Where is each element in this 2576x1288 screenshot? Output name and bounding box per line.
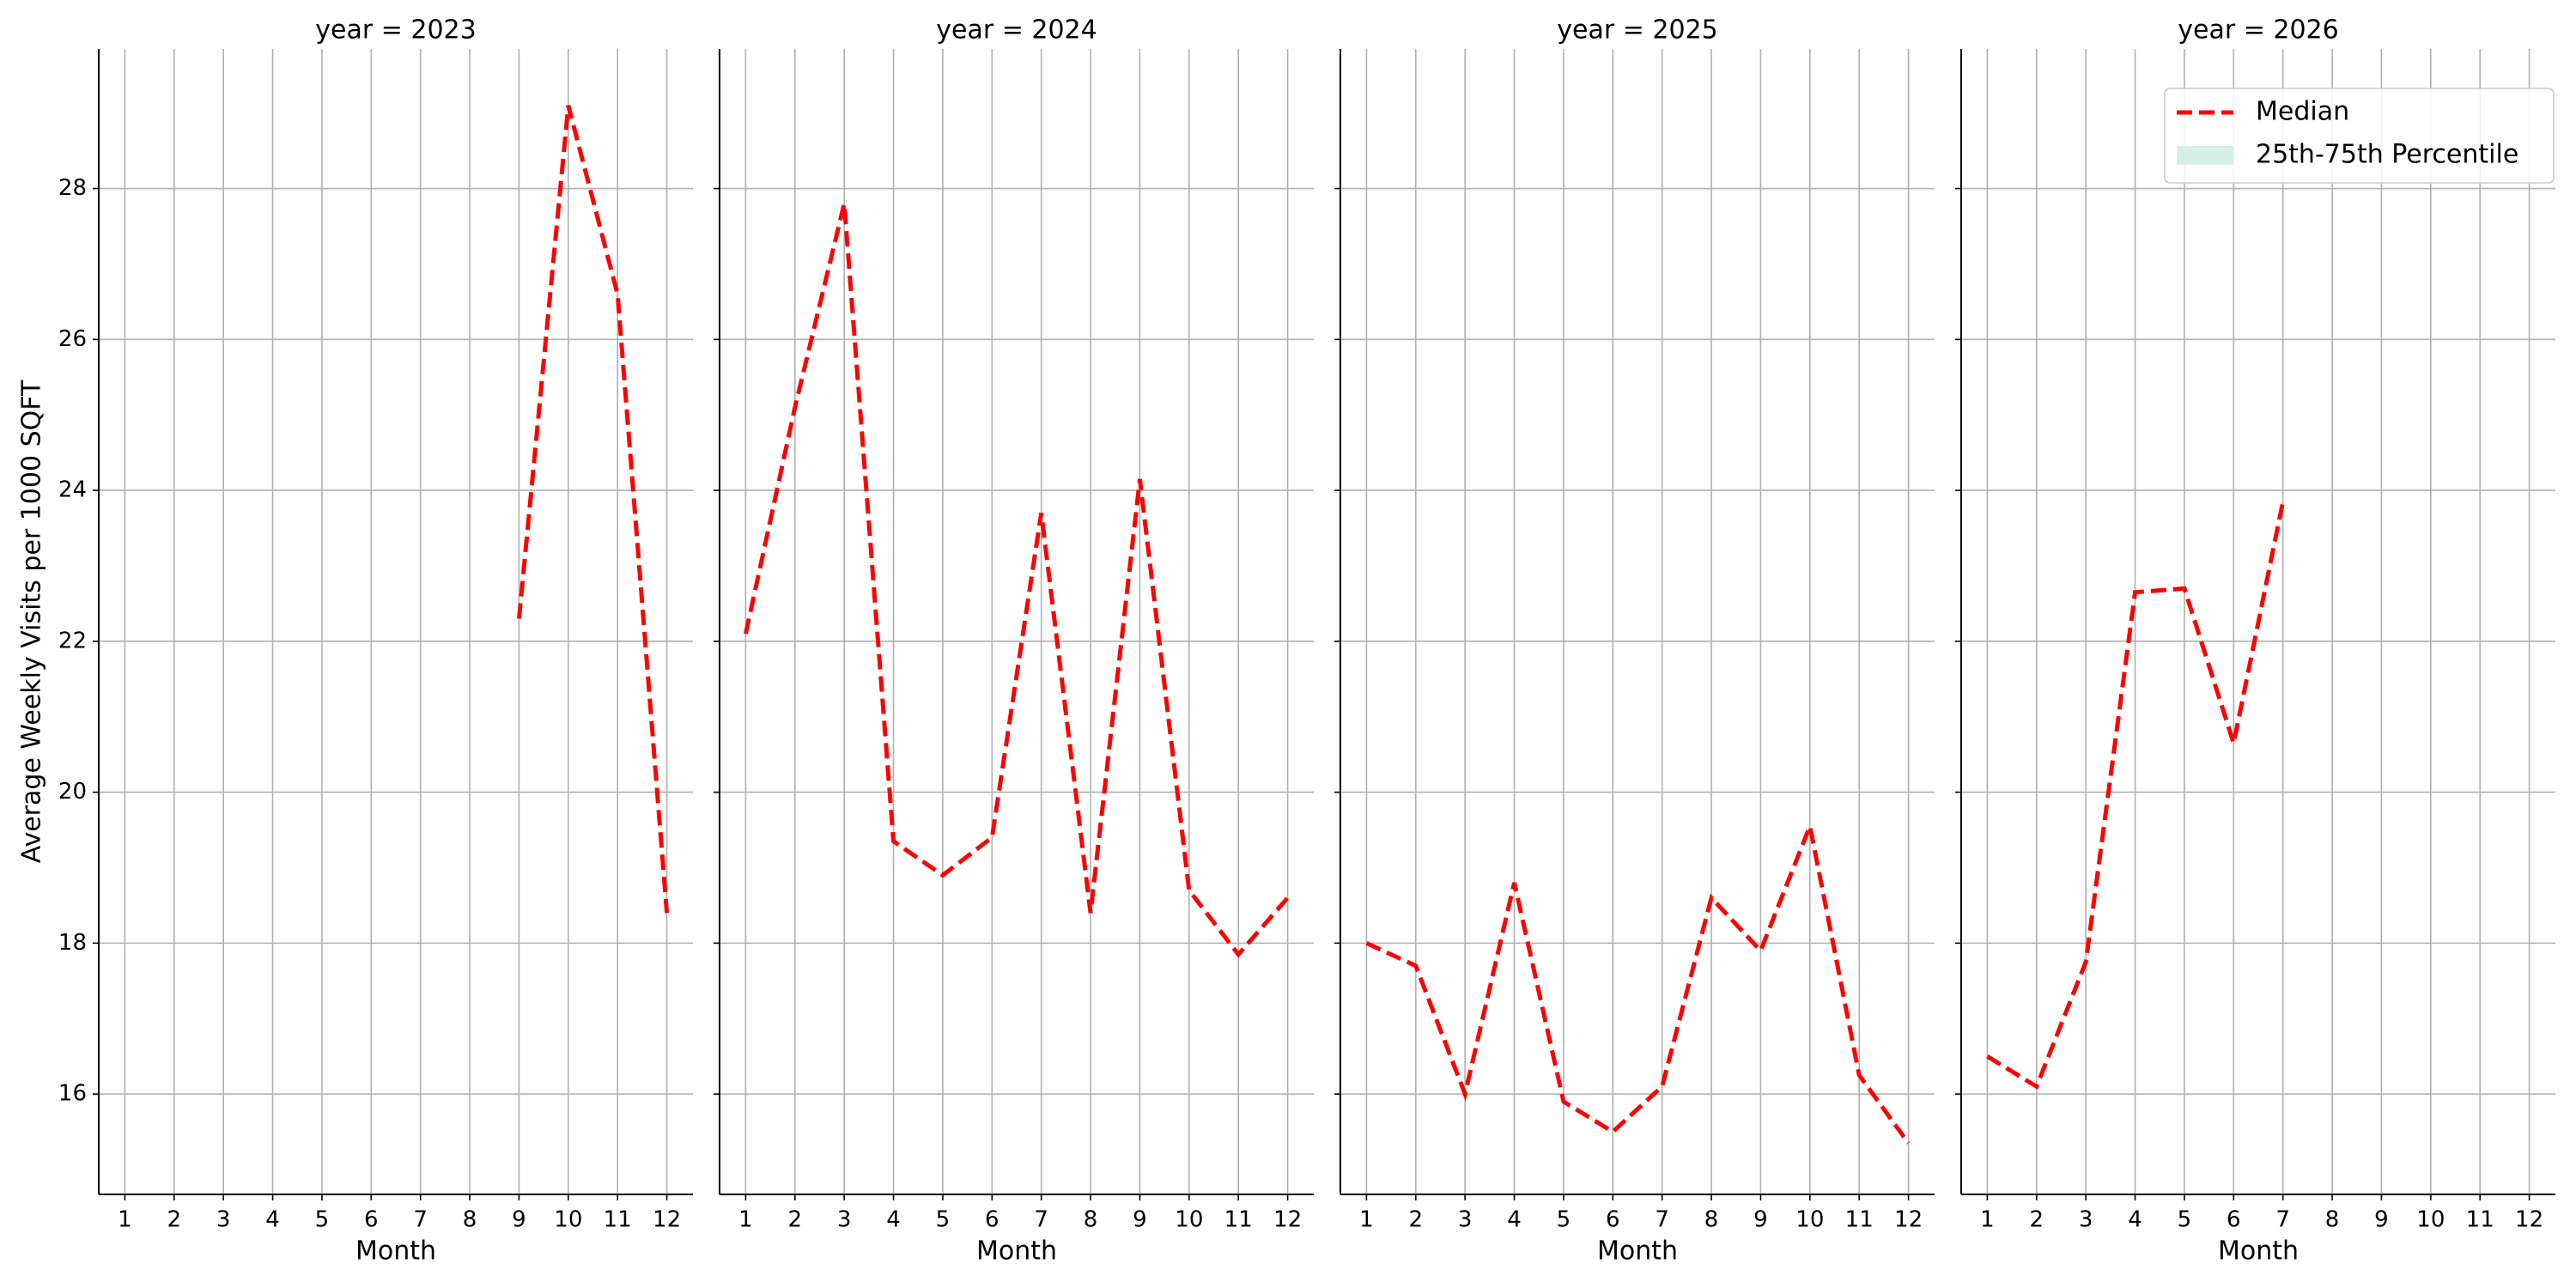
legend-label: 25th-75th Percentile [2256,140,2518,170]
median-line [1365,818,1911,1145]
x-tick-label: 5 [1557,1207,1571,1233]
x-tick-label: 2 [788,1207,803,1233]
x-tick-label: 4 [2128,1207,2142,1233]
panel-title: year = 2026 [2178,15,2339,46]
x-tick-label: 9 [1753,1207,1768,1233]
x-tick-label: 10 [554,1207,582,1233]
x-axis-label: Month [355,1236,436,1267]
x-tick-label: 8 [1704,1207,1719,1233]
x-tick-label: 7 [2275,1207,2290,1233]
x-axis-label: Month [976,1236,1057,1267]
x-tick-label: 12 [1894,1207,1923,1233]
y-tick-label: 28 [58,175,87,201]
median-line [516,105,670,914]
x-tick-label: 7 [413,1207,428,1233]
y-tick-label: 18 [58,930,87,956]
x-tick-label: 9 [1133,1207,1147,1233]
legend-box [2164,88,2555,184]
x-tick-label: 5 [315,1207,330,1233]
panel-title: year = 2023 [315,15,477,46]
panel-title: year = 2025 [1557,15,1718,46]
x-tick-label: 6 [985,1207,999,1233]
y-tick-label: 22 [58,628,87,653]
x-tick-label: 2 [1409,1207,1424,1233]
x-tick-label: 9 [512,1207,526,1233]
x-tick-label: 10 [1795,1207,1824,1233]
panel-title: year = 2024 [936,15,1097,46]
x-tick-label: 8 [1084,1207,1098,1233]
x-tick-label: 11 [2466,1207,2494,1233]
median-line [743,203,1290,958]
x-tick-label: 8 [463,1207,477,1233]
y-tick-label: 16 [58,1081,87,1107]
x-tick-label: 2 [2030,1207,2044,1233]
x-tick-label: 3 [216,1207,231,1233]
x-tick-label: 4 [265,1207,280,1233]
x-tick-label: 3 [2079,1207,2093,1233]
x-tick-label: 5 [2178,1207,2192,1233]
x-tick-label: 7 [1655,1207,1669,1233]
x-axis-label: Month [1597,1236,1678,1267]
x-tick-label: 1 [118,1207,132,1233]
x-tick-label: 8 [2325,1207,2340,1233]
y-tick-label: 24 [58,477,87,503]
y-axis-label: Average Weekly Visits per 1000 SQFT [17,380,47,863]
x-tick-label: 12 [653,1207,681,1233]
x-tick-label: 6 [364,1207,379,1233]
x-tick-label: 11 [1224,1207,1253,1233]
x-axis-label: Month [2218,1236,2299,1267]
x-tick-label: 2 [167,1207,182,1233]
y-tick-label: 26 [58,326,87,352]
x-tick-label: 6 [2227,1207,2241,1233]
x-tick-label: 9 [2374,1207,2389,1233]
x-tick-label: 10 [1175,1207,1203,1233]
x-tick-label: 3 [1458,1207,1473,1233]
x-tick-label: 1 [738,1207,753,1233]
x-tick-label: 11 [604,1207,632,1233]
median-line [1986,501,2286,1091]
x-tick-label: 1 [1980,1207,1995,1233]
x-tick-label: 12 [2515,1207,2543,1233]
x-tick-label: 7 [1034,1207,1048,1233]
x-tick-label: 4 [1507,1207,1522,1233]
x-tick-label: 4 [886,1207,901,1233]
x-tick-label: 3 [837,1207,852,1233]
x-tick-label: 5 [936,1207,951,1233]
legend-label: Median [2256,97,2349,127]
x-tick-label: 1 [1359,1207,1374,1233]
x-tick-label: 6 [1606,1207,1620,1233]
x-tick-label: 12 [1273,1207,1302,1233]
x-tick-label: 10 [2416,1207,2445,1233]
legend-swatch [2177,146,2233,165]
x-tick-label: 11 [1845,1207,1874,1233]
y-tick-label: 20 [58,779,87,805]
